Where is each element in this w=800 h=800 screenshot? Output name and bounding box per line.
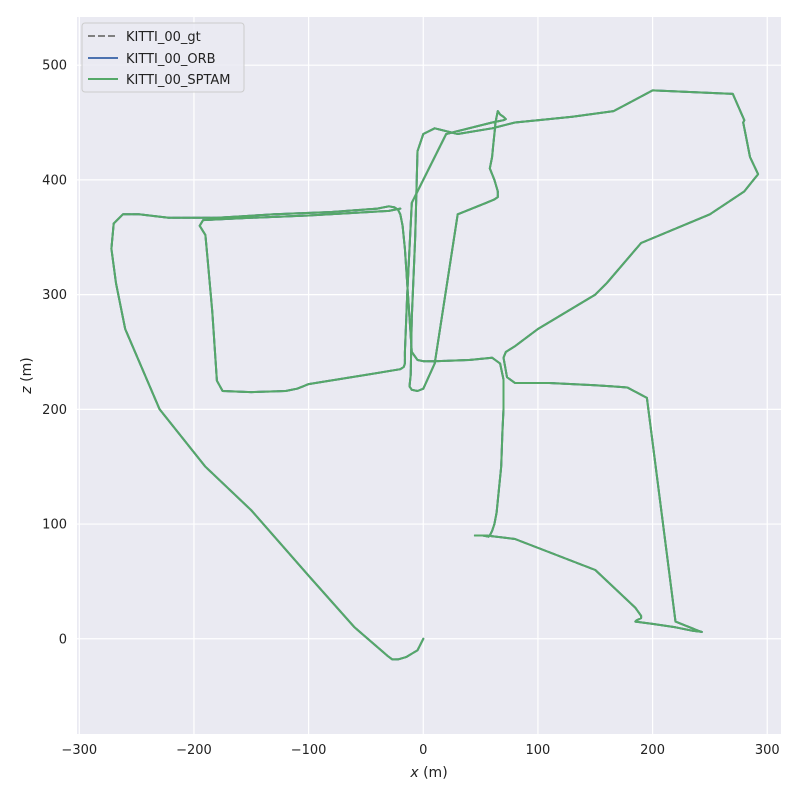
legend: KITTI_00_gt KITTI_00_ORB KITTI_00_SPTAM: [81, 22, 245, 93]
y-tick-label: 100: [42, 518, 67, 533]
x-tick-label: −100: [291, 743, 327, 758]
y-axis-label-var: z: [19, 386, 35, 395]
x-tick-label: 300: [755, 743, 780, 758]
legend-label-orb: KITTI_00_ORB: [126, 52, 216, 67]
series-line-kitti-00-sptam: [110, 89, 760, 661]
y-tick-label: 500: [42, 59, 67, 74]
y-axis-label: z (m): [19, 357, 35, 394]
y-tick-label: 300: [42, 288, 67, 303]
y-tick-label: 200: [42, 403, 67, 418]
y-tick-label: 400: [42, 173, 67, 188]
x-tick-label: 100: [526, 743, 551, 758]
grid: [77, 17, 781, 734]
legend-label-sptam: KITTI_00_SPTAM: [126, 73, 231, 88]
x-axis-label: x (m): [409, 765, 447, 781]
x-tick-label: 200: [640, 743, 665, 758]
x-axis-label-unit: (m): [419, 765, 448, 781]
series-layer: [110, 89, 760, 661]
legend-box: [81, 22, 245, 93]
x-tick-label: 0: [419, 743, 427, 758]
y-tick-label: 0: [59, 632, 67, 647]
x-tick-label: −300: [61, 743, 97, 758]
legend-label-gt: KITTI_00_gt: [126, 30, 201, 45]
x-axis-label-var: x: [409, 765, 419, 781]
ticks: −300 −200 −100 0 100 200 300 0 100 200 300 400 500: [42, 59, 779, 758]
x-tick-label: −200: [176, 743, 212, 758]
y-axis-label-unit: (m): [19, 357, 35, 386]
